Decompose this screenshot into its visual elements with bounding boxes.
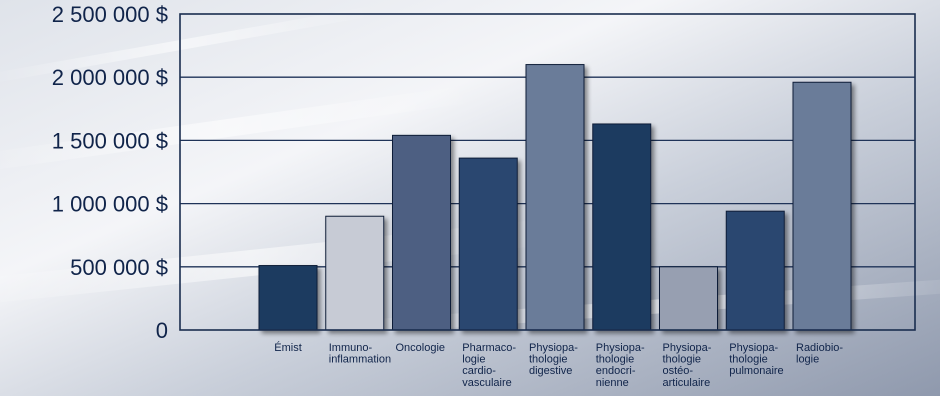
y-tick-label: 0 — [156, 318, 168, 343]
bar — [659, 266, 718, 331]
x-tick-label: vasculaire — [462, 377, 512, 389]
x-tick-label: nienne — [596, 377, 629, 389]
bar — [792, 81, 852, 331]
bar — [392, 134, 451, 331]
background-streak — [0, 83, 480, 175]
x-tick-label: Radiobio- — [796, 342, 843, 354]
x-axis-labels: Émist Immuno-inflammation Oncologie Pharmac… — [274, 341, 843, 389]
bar — [258, 265, 318, 331]
x-tick-label: logie — [796, 354, 819, 366]
bar — [725, 210, 785, 331]
x-tick-label: thologie — [729, 354, 768, 366]
y-tick-label: 2 000 000 $ — [52, 65, 168, 90]
y-tick-label: 1 500 000 $ — [52, 128, 168, 153]
x-tick-label: Physiopa- — [529, 342, 578, 354]
x-tick-label: digestive — [529, 365, 572, 377]
plot-frame — [179, 13, 916, 331]
x-tick-label: Physiopa- — [663, 342, 712, 354]
x-tick-label: articulaire — [663, 377, 711, 389]
x-tick-label: thologie — [596, 354, 635, 366]
x-tick-label: Physiopa- — [729, 342, 778, 354]
bar — [458, 157, 518, 331]
x-tick-label: inflammation — [329, 354, 391, 366]
x-tick-label: Physiopa- — [596, 342, 645, 354]
x-tick-label: Pharmaco- — [462, 342, 516, 354]
x-tick-label: endocri- — [596, 365, 636, 377]
background-streak — [0, 5, 379, 85]
y-axis-ticks: 0 500 000 $ 1 000 000 $ 1 500 000 $ 2 000 00… — [52, 2, 168, 343]
y-tick-label: 500 000 $ — [70, 255, 168, 280]
x-tick-label: Immuno- — [329, 342, 373, 354]
x-tick-label: cardio- — [462, 365, 496, 377]
x-tick-label: Oncologie — [396, 342, 446, 354]
y-tick-label: 1 000 000 $ — [52, 192, 168, 217]
x-tick-label: thologie — [663, 354, 702, 366]
bars — [258, 64, 852, 331]
x-tick-label: Émist — [274, 341, 302, 354]
bar — [325, 215, 385, 331]
y-tick-label: 2 500 000 $ — [52, 2, 168, 27]
x-tick-label: logie — [462, 354, 485, 366]
x-tick-label: ostéo- — [663, 365, 694, 377]
x-tick-label: thologie — [529, 354, 568, 366]
x-tick-label: pulmonaire — [729, 365, 783, 377]
bar — [525, 64, 585, 331]
bar — [592, 123, 652, 331]
